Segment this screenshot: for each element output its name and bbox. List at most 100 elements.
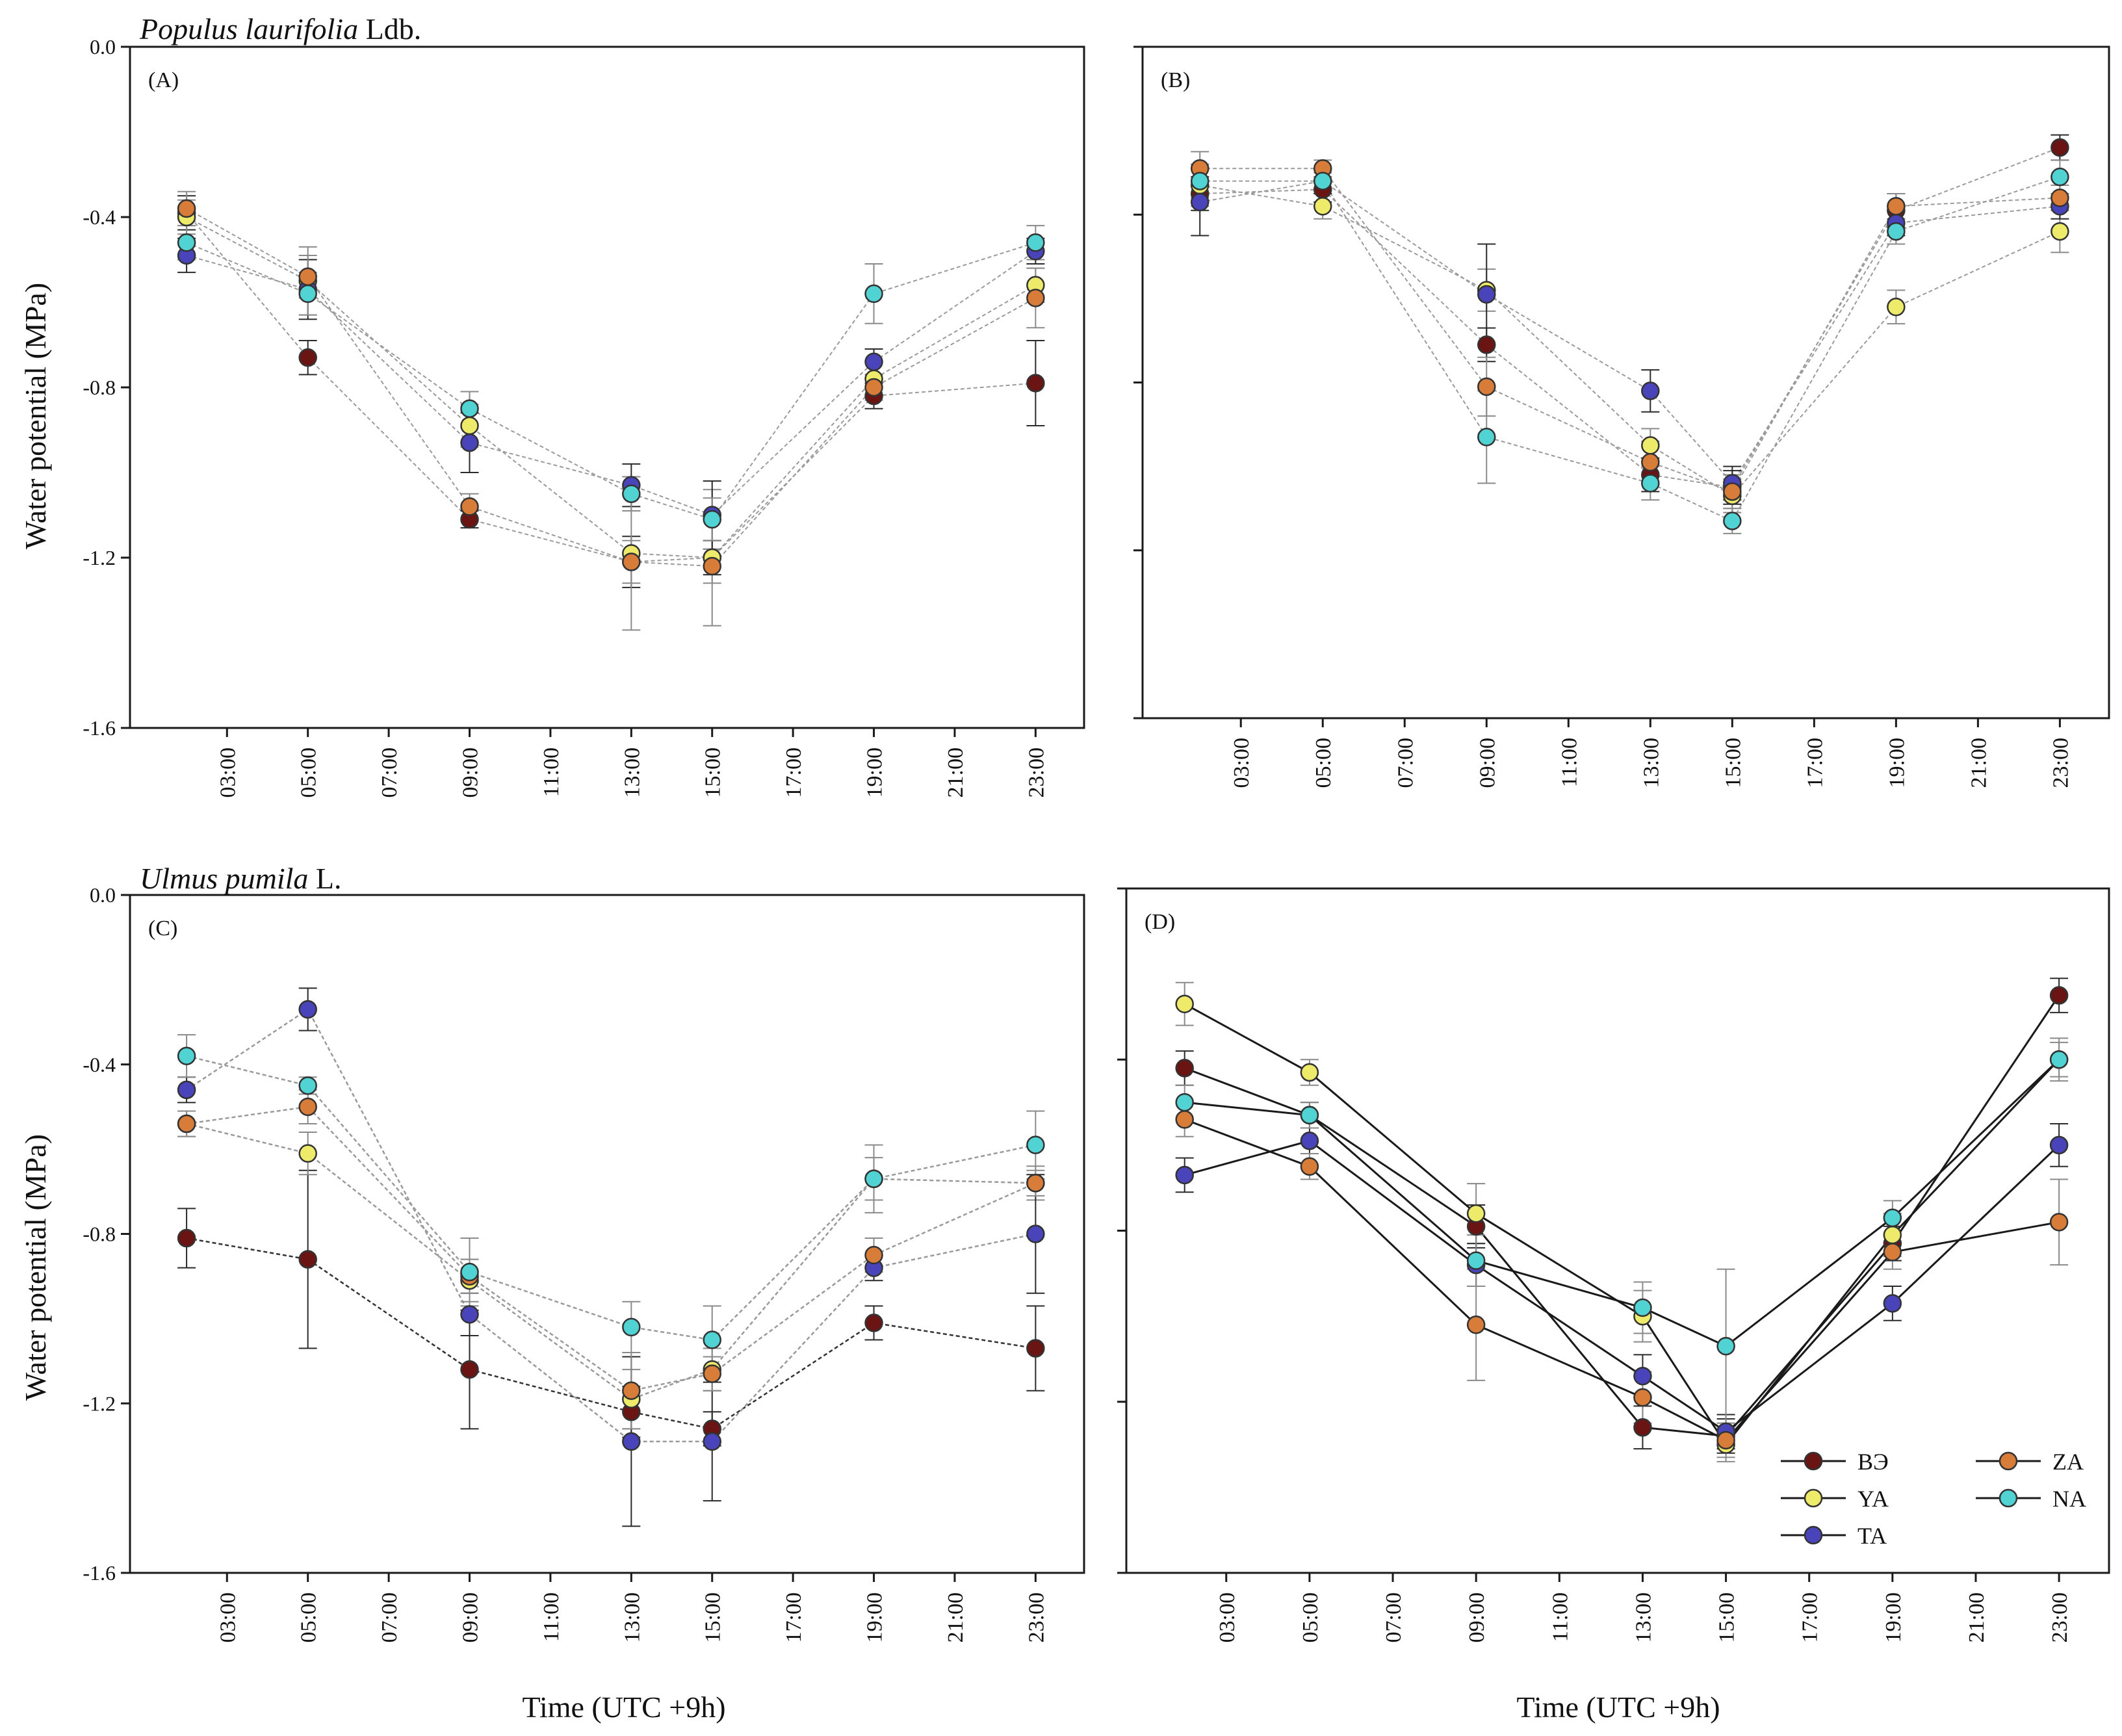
x-tick-label: 09:00 [459,747,483,797]
panel-label: (D) [1145,910,1175,934]
data-point [177,1046,196,1065]
panel-b: (B) 03:00 05:00 07:00 09:00 11:00 13:00 15:00 17… [1133,45,2110,788]
series-line [1200,185,2060,497]
x-tick-label: 21:00 [944,1592,968,1642]
legend-label: BЭ [1857,1449,1889,1475]
data-point [177,233,196,252]
data-point [460,433,479,452]
x-tick-label: 23:00 [2049,738,2073,788]
data-point [460,399,479,418]
data-point [2049,986,2069,1005]
x-tick-label: 05:00 [297,1592,321,1642]
data-point [460,1360,479,1379]
x-tick-label: 23:00 [1024,1592,1048,1642]
data-point [1175,1093,1194,1112]
data-point [460,1262,479,1282]
data-point [622,1317,641,1337]
series-line [1200,180,2060,485]
data-point [1883,1208,1902,1228]
data-point [1641,474,1660,493]
x-tick-label: 15:00 [701,1592,725,1642]
x-tick-label: 03:00 [1230,738,1254,788]
y-tick-label: 0.0 [90,35,116,58]
data-point [1175,1165,1194,1185]
plot-frame [1125,887,2110,1574]
data-point [1633,1388,1652,1407]
y-axis-title-bottom: Water potential (MPa) [19,1134,52,1401]
legend-marker [1804,1525,1823,1545]
data-point [177,1080,196,1100]
plot-frame [1141,45,2110,719]
data-point [864,1314,883,1332]
species-title-populus: Populus laurifolia Ldb. [139,12,421,45]
data-point [1477,335,1496,354]
y-tick-label: -0.4 [83,205,116,229]
x-tick-label: 13:00 [1639,738,1663,788]
data-point [177,199,196,218]
data-point [298,1250,317,1269]
data-point [2051,138,2069,157]
x-tick-label: 21:00 [1965,1592,1989,1642]
data-point [177,1114,196,1134]
x-tick-label: 07:00 [1382,1592,1406,1642]
legend-label: YA [1857,1486,1889,1512]
x-tick-label: 15:00 [1721,738,1745,788]
data-point [1026,1339,1045,1358]
y-tick-label: -0.8 [83,376,116,399]
data-point [298,1144,317,1163]
x-tick-label: 17:00 [782,747,806,797]
x-tick-label: 15:00 [701,747,725,797]
data-point [1026,1174,1045,1193]
data-point [1300,1106,1319,1125]
data-point [703,510,721,529]
y-tick-label: -1.6 [83,716,116,740]
data-point [864,1245,883,1265]
data-point [1175,994,1194,1013]
x-tick-label: 19:00 [863,747,887,797]
series-line [1200,176,2060,522]
series-line [1184,994,2060,1437]
x-tick-label: 19:00 [1885,738,1909,788]
x-axis-title-right: Time (UTC +9h) [1516,1691,1720,1724]
x-tick-label: 05:00 [1312,738,1336,788]
data-point [1026,289,1045,307]
x-tick-label: 11:00 [1548,1592,1572,1642]
y-tick-label: -0.4 [83,1053,116,1076]
legend-marker [1804,1488,1823,1508]
data-point [1466,1204,1486,1223]
data-point [1883,1294,1902,1313]
data-point [1633,1298,1652,1317]
plot-frame [129,45,1085,729]
x-tick-label: 13:00 [620,1592,644,1642]
panel-label: (B) [1161,68,1190,92]
legend: BЭ YA TA ZA NA [1781,1449,2086,1549]
data-point [1477,377,1496,396]
panel-label: (A) [148,68,179,92]
data-point [1300,1157,1319,1176]
data-point [460,497,479,516]
panel-label: (C) [148,916,177,940]
x-tick-label: 19:00 [1882,1592,1906,1642]
data-point [1190,192,1210,212]
legend-label: ZA [2052,1449,2084,1475]
data-point [1466,1251,1486,1270]
data-point [1026,374,1045,393]
data-point [1190,172,1210,190]
data-point [298,284,317,304]
data-point [1300,1063,1319,1082]
data-point [703,1432,721,1451]
data-point [298,1097,317,1117]
data-point [1641,382,1660,400]
y-tick-label: -0.8 [83,1223,116,1246]
data-point [1883,1225,1902,1245]
legend-marker [1999,1451,2018,1471]
data-point [460,1305,479,1324]
x-tick-label: 03:00 [1215,1592,1239,1642]
data-point [1175,1110,1194,1129]
x-tick-label: 05:00 [1299,1592,1323,1642]
x-tick-label: 07:00 [378,1592,402,1642]
data-point [864,378,883,397]
x-tick-label: 05:00 [297,747,321,797]
x-tick-label: 09:00 [1465,1592,1489,1642]
y-tick-label: -1.2 [83,546,116,569]
